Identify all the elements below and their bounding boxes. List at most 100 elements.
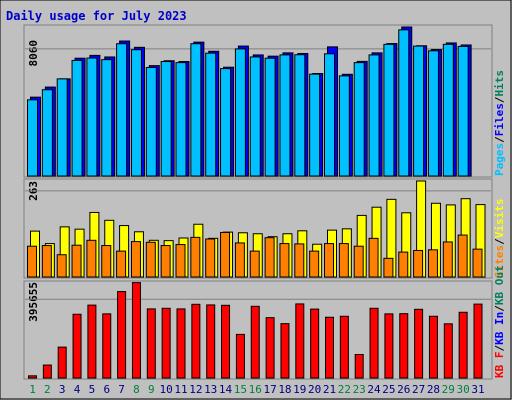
sites-bar: [309, 250, 320, 278]
legend-separator: /: [493, 238, 506, 245]
kb-f-bar: [28, 375, 37, 379]
pages-bar: [86, 57, 98, 177]
kb-f-bar: [295, 303, 305, 379]
legend-hits: Hits: [493, 70, 506, 97]
pages-bar: [160, 61, 172, 177]
legend-sites-visits: Sites/Visits: [493, 199, 506, 279]
sites-bar: [86, 239, 97, 278]
kb-f-bar: [72, 313, 82, 379]
svg-text:Pages/Files/Hits: Pages/Files/Hits: [493, 70, 506, 176]
kb-f-bar: [161, 307, 171, 379]
pages-bar: [442, 43, 454, 177]
kb-f-bar: [221, 304, 231, 379]
pages-bar: [220, 68, 232, 177]
kb-f-bar: [191, 303, 201, 379]
kb-f-bar: [458, 311, 468, 379]
sites-bar: [101, 245, 112, 278]
x-axis-day-labels: 1 2 3 4 5 6 7 8 9 10 11 12 13 14 15 16 17 18 19 20 21 22 23 24 2…: [29, 383, 484, 396]
sites-bar: [220, 231, 231, 278]
legend-kb-out: KB Out: [493, 265, 506, 305]
kb-f-bar: [117, 291, 127, 379]
pages-bar: [309, 73, 321, 177]
kb-panel: 395655 KB F/KB In/KB Out: [23, 265, 506, 380]
legend-separator: /: [493, 345, 506, 352]
x-tick-label: 11: [174, 383, 187, 396]
x-tick-label: 5: [89, 383, 96, 396]
sites-bar: [27, 245, 37, 278]
x-tick-label: 10: [160, 383, 173, 396]
x-tick-label: 28: [427, 383, 440, 396]
pages-bar: [116, 43, 128, 177]
kb-f-bar: [102, 313, 112, 379]
pages-bar: [27, 99, 38, 177]
pages-bar: [190, 43, 202, 177]
x-tick-label: 31: [471, 383, 484, 396]
panel-border: [23, 24, 493, 178]
x-tick-label: 18: [278, 383, 291, 396]
legend-pages: Pages: [493, 143, 506, 176]
kb-f-bar: [250, 305, 260, 379]
pages-bar: [234, 48, 246, 177]
kb-f-bar: [206, 304, 216, 379]
kb-f-bar: [414, 308, 424, 379]
pages-bar: [56, 78, 68, 177]
x-tick-label: 29: [442, 383, 455, 396]
kb-f-bar: [176, 308, 186, 379]
x-tick-label: 16: [249, 383, 262, 396]
x-tick-label: 9: [148, 383, 155, 396]
kb-f-bar: [57, 346, 67, 379]
pages-bar: [368, 54, 380, 177]
sites-bar: [175, 244, 186, 278]
x-tick-label: 24: [367, 383, 381, 396]
chart-title: Daily usage for July 2023: [6, 9, 187, 23]
sites-bar: [160, 245, 171, 278]
legend-kb-in: KB In: [493, 312, 506, 345]
pages-bar: [101, 59, 113, 177]
kb-f-bar: [87, 304, 97, 379]
sites-bar: [116, 250, 127, 278]
x-tick-label: 13: [204, 383, 217, 396]
sites-bar: [234, 242, 245, 278]
kb-f-bar: [339, 315, 349, 379]
pages-bar: [41, 89, 53, 177]
pages-bar: [175, 62, 187, 177]
panel-border: [23, 178, 493, 279]
x-tick-label: 4: [74, 383, 81, 396]
x-tick-label: 23: [353, 383, 366, 396]
x-tick-label: 14: [219, 383, 233, 396]
pages-bar: [71, 59, 83, 177]
kb-f-bar: [146, 308, 156, 379]
pages-bar: [353, 62, 365, 177]
pages-bar: [457, 45, 469, 177]
svg-text:KB F/KB In/KB Out: KB F/KB In/KB Out: [493, 265, 506, 378]
x-tick-label: 1: [29, 383, 36, 396]
panel-border: [23, 280, 493, 380]
pages-bar: [145, 67, 157, 177]
sites-bar: [353, 245, 364, 278]
legend-files: Files: [493, 103, 506, 136]
sites-bar: [56, 254, 67, 278]
legend-kb: KB F/KB In/KB Out: [493, 265, 506, 378]
sites-bar: [279, 243, 290, 278]
sites-bar: [249, 250, 260, 278]
pages-bar: [383, 43, 395, 177]
sites-bar: [41, 245, 52, 278]
x-tick-label: 19: [293, 383, 306, 396]
sites-bar: [338, 243, 349, 278]
x-tick-label: 27: [412, 383, 425, 396]
y-tick-label: 395655: [27, 282, 40, 322]
pages-bar: [205, 52, 217, 177]
kb-f-bar: [369, 307, 379, 379]
legend-sites: Sites: [493, 245, 506, 278]
kb-f-bar: [384, 313, 394, 379]
sites-bar: [324, 243, 334, 278]
kb-f-bar: [428, 315, 438, 379]
kb-f-bar: [42, 364, 52, 379]
visits-sites-panel: 263 Sites/Visits: [23, 178, 506, 279]
pages-bar: [264, 57, 276, 177]
kb-f-bar: [325, 316, 334, 379]
x-tick-label: 26: [397, 383, 410, 396]
legend-pages-files-hits: Pages/Files/Hits: [493, 70, 506, 176]
